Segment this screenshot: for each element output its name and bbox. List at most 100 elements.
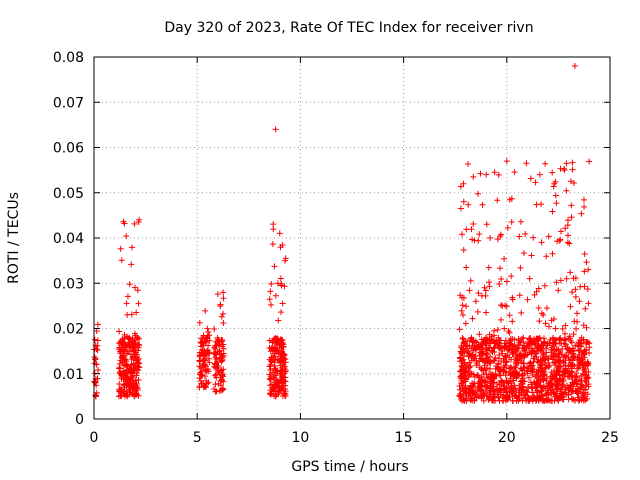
data-point: [509, 318, 516, 325]
data-point: [570, 331, 577, 338]
data-point: [550, 183, 557, 190]
data-point: [475, 237, 482, 244]
data-point: [200, 332, 207, 339]
data-point: [523, 368, 530, 375]
data-point: [498, 378, 505, 385]
data-point: [216, 351, 223, 358]
data-point: [568, 348, 575, 355]
data-point: [199, 335, 206, 342]
data-point: [135, 376, 142, 383]
data-point: [134, 359, 141, 366]
data-point: [569, 289, 576, 296]
data-point: [463, 264, 470, 271]
data-point: [571, 63, 578, 70]
data-point: [552, 353, 559, 360]
data-point: [486, 365, 493, 372]
data-point: [539, 397, 546, 404]
data-point: [196, 319, 203, 326]
data-point: [530, 379, 537, 386]
data-point: [581, 251, 588, 258]
data-point: [569, 166, 576, 173]
data-point: [128, 311, 135, 318]
data-point: [272, 372, 279, 379]
data-point: [472, 338, 479, 345]
data-point: [561, 330, 568, 337]
data-point: [459, 302, 466, 309]
data-point: [501, 255, 508, 262]
data-point: [266, 337, 273, 344]
data-point: [467, 363, 474, 370]
data-point: [465, 201, 472, 208]
data-point: [503, 369, 510, 376]
data-point: [557, 165, 564, 172]
data-point: [549, 335, 556, 342]
data-point: [95, 367, 102, 374]
data-point: [269, 344, 276, 351]
data-point: [513, 355, 520, 362]
data-point: [557, 277, 564, 284]
data-point: [574, 365, 581, 372]
data-point: [549, 208, 556, 215]
data-point: [125, 375, 132, 382]
data-point: [529, 385, 536, 392]
data-point: [555, 287, 562, 294]
data-point: [561, 389, 568, 396]
data-point: [568, 368, 575, 375]
data-point: [517, 338, 524, 345]
data-point: [497, 233, 504, 240]
data-point: [486, 331, 493, 338]
data-point: [220, 310, 227, 317]
data-point: [517, 218, 524, 225]
data-point: [476, 378, 483, 385]
data-point: [535, 345, 542, 352]
data-point: [133, 380, 140, 387]
data-point: [469, 315, 476, 322]
data-point: [516, 233, 523, 240]
data-point: [124, 293, 131, 300]
data-point: [463, 226, 470, 233]
data-point: [94, 342, 101, 349]
data-point: [530, 347, 537, 354]
data-point: [526, 275, 533, 282]
data-point: [573, 325, 580, 332]
y-tick-label: 0.01: [53, 367, 84, 383]
data-point: [500, 362, 507, 369]
data-point: [534, 381, 541, 388]
data-point: [497, 337, 504, 344]
data-point: [508, 380, 515, 387]
data-point: [127, 380, 134, 387]
data-point: [563, 160, 570, 167]
data-point: [503, 303, 510, 310]
data-point: [126, 281, 133, 288]
data-point: [551, 359, 558, 366]
data-point: [556, 351, 563, 358]
data-point: [566, 371, 573, 378]
data-point: [126, 378, 133, 385]
data-point: [542, 160, 549, 167]
data-point: [538, 365, 545, 372]
data-point: [132, 284, 139, 291]
data-point: [564, 222, 571, 229]
data-point: [115, 346, 122, 353]
data-point: [491, 393, 498, 400]
data-point: [551, 180, 558, 187]
data-point: [553, 200, 560, 207]
data-point: [476, 231, 483, 238]
data-point: [486, 359, 493, 366]
data-point: [124, 392, 131, 399]
data-point: [556, 369, 563, 376]
data-point: [507, 364, 514, 371]
data-point: [93, 389, 100, 396]
data-point: [541, 335, 548, 342]
data-point: [131, 351, 138, 358]
data-point: [268, 280, 275, 287]
data-point: [585, 300, 592, 307]
data-point: [124, 333, 131, 340]
data-point: [519, 383, 526, 390]
data-point: [563, 275, 570, 282]
data-point: [535, 394, 542, 401]
data-point: [582, 386, 589, 393]
data-point: [492, 354, 499, 361]
data-point: [487, 234, 494, 241]
data-point: [476, 331, 483, 338]
